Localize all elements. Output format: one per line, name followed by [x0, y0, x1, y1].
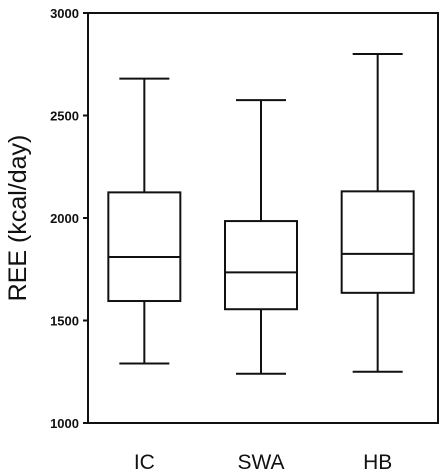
box-ic	[107, 77, 182, 365]
x-axis-labels: IC SWA HB	[134, 451, 392, 474]
x-label-swa: SWA	[237, 451, 284, 474]
y-tick-label-3000: 3000	[50, 6, 79, 21]
x-label-ic: IC	[134, 451, 155, 474]
y-tick-label-1500: 1500	[50, 314, 79, 329]
iqr-box	[224, 220, 298, 311]
boxes-layer	[107, 53, 415, 375]
y-axis-title: REE (kcal/day)	[4, 135, 32, 302]
y-tick-label-1000: 1000	[50, 416, 79, 431]
iqr-box	[340, 190, 415, 294]
box-swa	[224, 99, 298, 375]
iqr-box	[107, 191, 182, 303]
x-label-hb: HB	[363, 451, 392, 474]
box-hb	[340, 53, 415, 373]
y-tick-label-2500: 2500	[50, 109, 79, 124]
y-tick-label-2000: 2000	[50, 211, 79, 226]
y-axis: 1000 1500 2000 2500 3000	[50, 6, 88, 431]
